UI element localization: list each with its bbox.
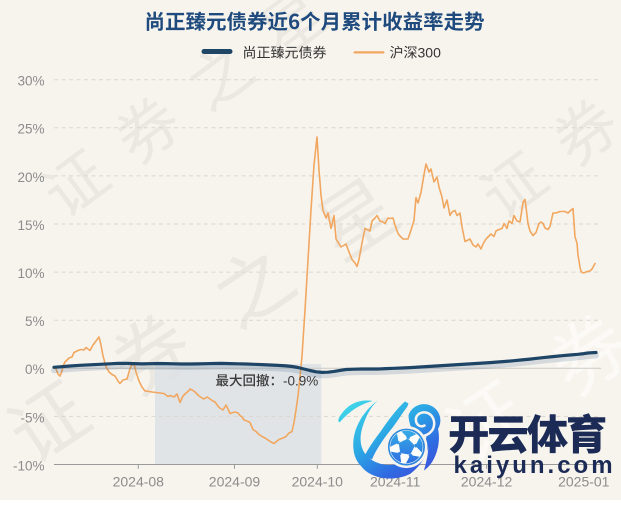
svg-text:300: 300: [418, 45, 442, 61]
svg-text:2024-12: 2024-12: [461, 474, 513, 490]
svg-text:5%: 5%: [25, 314, 45, 329]
svg-text:kaiyun.com: kaiyun.com: [454, 452, 616, 479]
svg-text:2024-08: 2024-08: [113, 474, 165, 490]
svg-text:10%: 10%: [17, 266, 44, 281]
svg-text:20%: 20%: [17, 170, 44, 185]
svg-text:30%: 30%: [17, 74, 44, 89]
svg-text:-5%: -5%: [20, 410, 44, 425]
svg-text:25%: 25%: [17, 122, 44, 137]
svg-text:-10%: -10%: [13, 458, 45, 473]
svg-text:-0.9%: -0.9%: [283, 373, 318, 388]
svg-text:0%: 0%: [25, 362, 45, 377]
svg-text:2025-01: 2025-01: [558, 474, 610, 490]
svg-text:15%: 15%: [17, 218, 44, 233]
svg-text:2024-10: 2024-10: [292, 474, 344, 490]
svg-text:2024-09: 2024-09: [209, 474, 261, 490]
